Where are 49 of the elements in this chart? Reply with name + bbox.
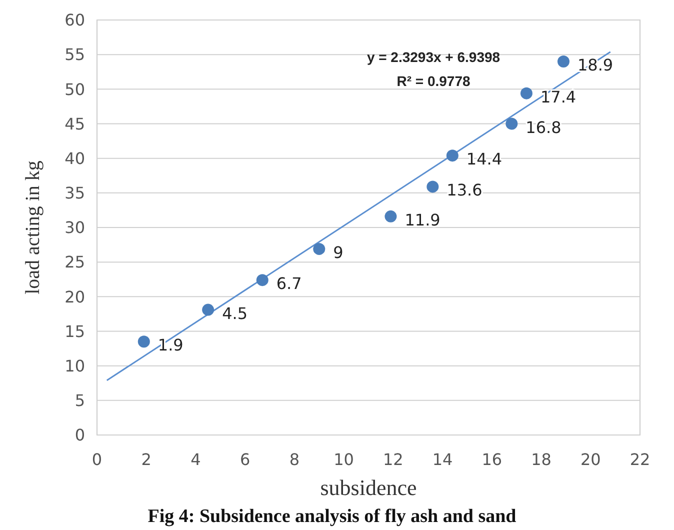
annotation: 14.4 <box>466 150 502 169</box>
point <box>557 56 570 68</box>
x-tick-label: 6 <box>240 450 250 469</box>
y-tick-label: 30 <box>64 218 85 238</box>
annotation: 6.7 <box>276 274 302 294</box>
x-tick-label: 12 <box>383 450 404 469</box>
x-tick-label: 14 <box>432 450 453 469</box>
point <box>506 118 518 130</box>
x-tick-label: 2 <box>141 450 152 469</box>
x-tick-label: 0 <box>92 450 102 469</box>
x-tick-label: 20 <box>580 450 601 469</box>
point <box>138 336 150 348</box>
annotation: 11.9 <box>404 210 440 230</box>
point <box>384 210 397 222</box>
y-tick-label: 55 <box>64 45 85 64</box>
y-tick-label: 45 <box>64 114 85 134</box>
x-tick-label: 4 <box>190 450 201 469</box>
point <box>520 87 532 100</box>
x-tick-label: 8 <box>289 450 300 469</box>
y-tick-label: 40 <box>64 148 85 168</box>
y-tick-label: 25 <box>64 252 85 272</box>
annotation: 9 <box>333 242 344 262</box>
x-tick-label: 16 <box>482 450 502 469</box>
annotation: 13.6 <box>446 180 482 200</box>
x-tick-label: 10 <box>334 450 354 469</box>
annotation: y = 2.3293x + 6.9398 <box>366 49 500 65</box>
y-tick-label: 50 <box>64 80 85 99</box>
point <box>313 242 326 255</box>
x-tick-label: 22 <box>630 450 650 469</box>
point <box>202 304 214 316</box>
annotation: R² = 0.9778 <box>396 73 470 89</box>
text: Fig 4: Subsidence analysis of fly ash and sand <box>148 506 517 527</box>
y-tick-label: 5 <box>74 391 85 410</box>
y-tick-label: 35 <box>64 184 85 203</box>
y-tick-label: 60 <box>64 10 85 30</box>
point <box>426 180 439 193</box>
y-tick-label: 15 <box>64 322 85 341</box>
annotation: 17.4 <box>540 87 576 106</box>
y-tick-label: 0 <box>74 426 85 445</box>
point <box>446 150 458 162</box>
point <box>256 274 268 286</box>
annotation: 16.8 <box>526 118 562 137</box>
y-tick-label: 10 <box>64 356 85 376</box>
x-axis-title: subsidence <box>320 475 417 500</box>
y-axis-title: load acting in kg <box>22 160 44 294</box>
y-tick-label: 20 <box>64 287 85 306</box>
annotation: 4.5 <box>222 304 248 323</box>
annotation: 1.9 <box>158 336 184 355</box>
x-tick-label: 18 <box>531 450 552 469</box>
